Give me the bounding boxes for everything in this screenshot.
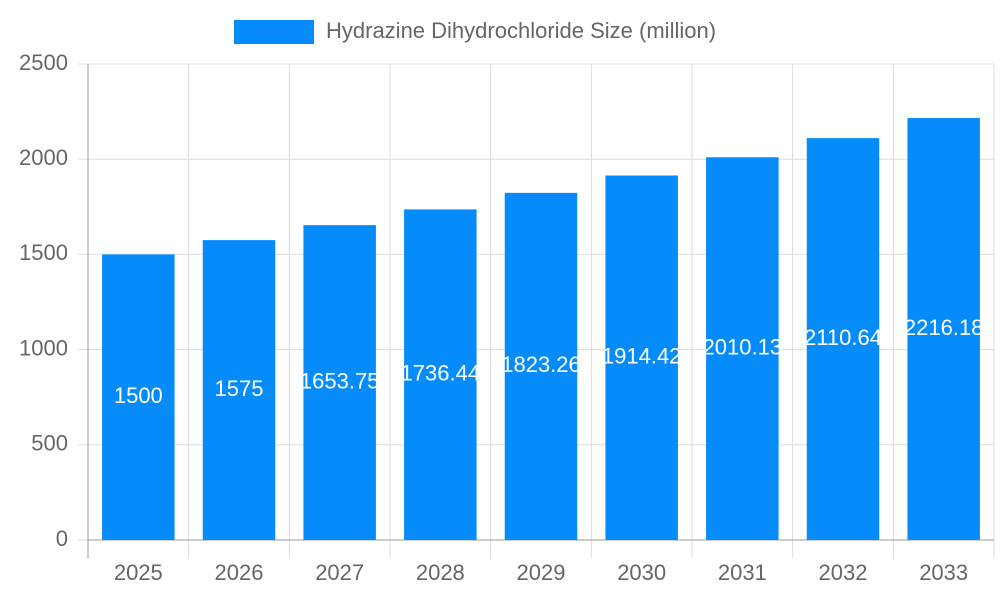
bar	[605, 175, 678, 540]
value-label: 1575	[215, 376, 264, 401]
value-label: 1736.44	[401, 361, 481, 386]
y-tick-label: 500	[31, 431, 68, 456]
x-tick-label: 2026	[215, 560, 264, 585]
legend-swatch	[234, 20, 314, 44]
value-label: 2110.64	[804, 325, 882, 350]
y-tick-label: 0	[56, 526, 68, 551]
x-tick-label: 2028	[416, 560, 465, 585]
x-tick-label: 2025	[114, 560, 163, 585]
bar	[706, 157, 779, 541]
value-label: 2010.13	[703, 334, 783, 359]
y-tick-label: 1500	[19, 240, 68, 265]
bar	[907, 118, 980, 540]
bar	[202, 240, 276, 540]
value-label: 1914.42	[602, 344, 682, 369]
bar	[102, 254, 175, 540]
x-tick-label: 2030	[617, 560, 666, 585]
value-label: 1823.26	[501, 352, 581, 377]
x-tick-label: 2032	[819, 560, 868, 585]
y-tick-label: 2500	[19, 50, 68, 75]
bar	[303, 225, 376, 540]
y-tick-label: 1000	[19, 335, 68, 360]
legend-label: Hydrazine Dihydrochloride Size (million)	[326, 18, 716, 43]
x-tick-label: 2033	[919, 560, 968, 585]
value-label: 2216.18	[904, 315, 984, 340]
bar	[806, 138, 880, 540]
bar	[404, 209, 477, 540]
value-label: 1653.75	[300, 368, 380, 393]
x-tick-label: 2029	[517, 560, 566, 585]
bar	[504, 192, 578, 540]
x-tick-label: 2027	[315, 560, 364, 585]
y-tick-label: 2000	[19, 145, 68, 170]
value-label: 1500	[114, 383, 163, 408]
x-tick-label: 2031	[718, 560, 767, 585]
